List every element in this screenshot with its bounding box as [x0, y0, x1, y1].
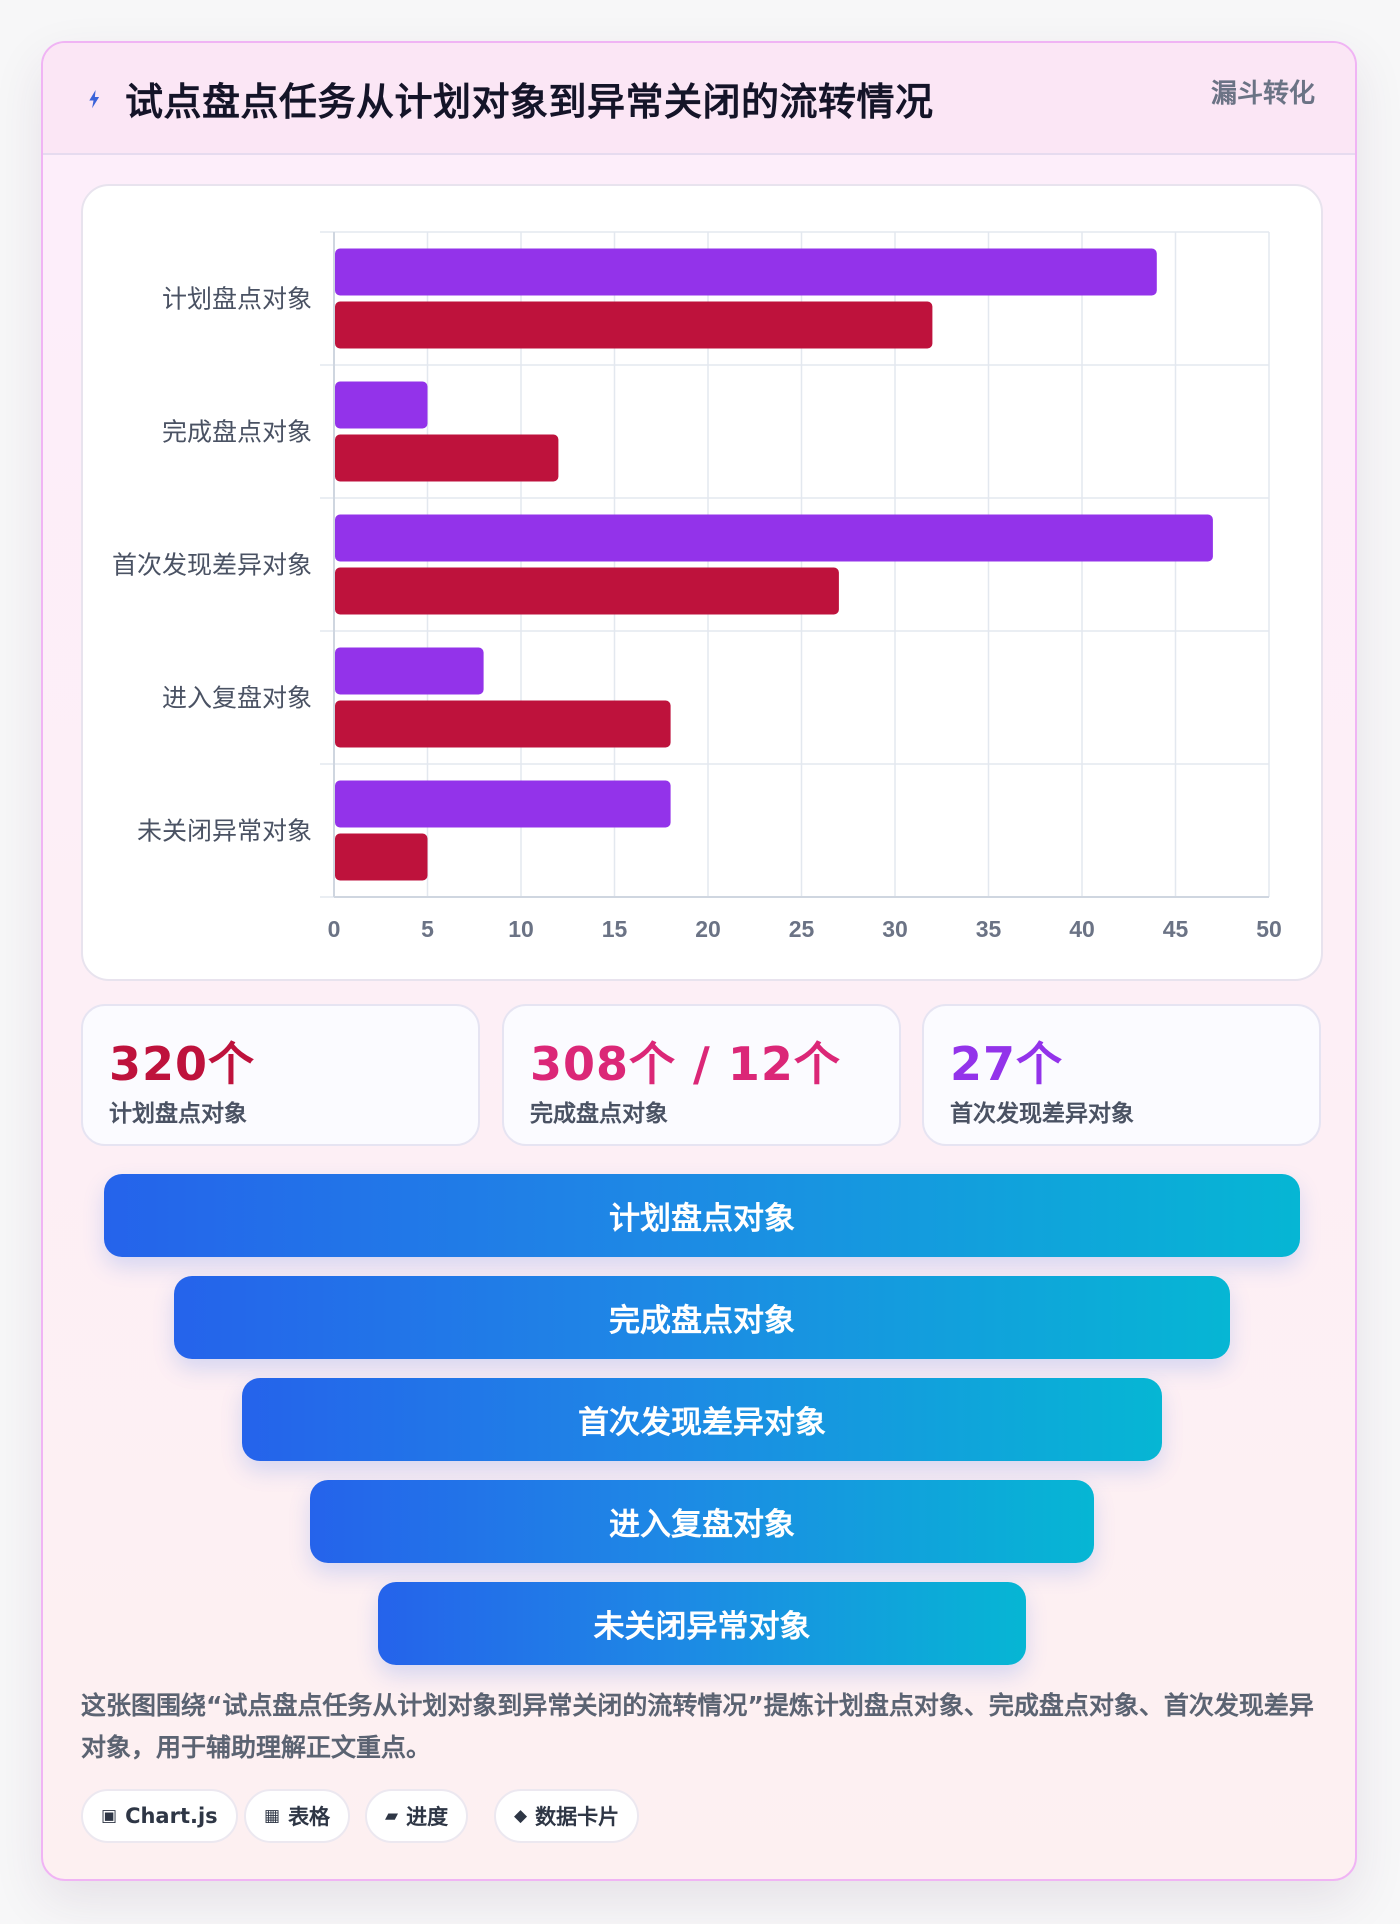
x-tick-label: 45: [1163, 916, 1189, 942]
x-tick-label: 40: [1069, 916, 1095, 942]
bar-series-1: [335, 780, 671, 828]
x-tick-label: 0: [328, 916, 341, 942]
y-tick-label: 未关闭异常对象: [137, 817, 312, 846]
bar-series-1: [335, 248, 1157, 296]
funnel-step-unclosed: 未关闭异常对象: [378, 1582, 1026, 1665]
kpi-card-planned: 320个 计划盘点对象: [81, 1004, 480, 1146]
kpi-card-completed: 308个 / 12个 完成盘点对象: [502, 1004, 901, 1146]
bar-series-1: [335, 514, 1213, 562]
bar-series-2: [335, 833, 428, 881]
progress-icon: ▰: [385, 1806, 399, 1826]
x-tick-label: 25: [789, 916, 815, 942]
y-tick-label: 首次发现差异对象: [112, 551, 312, 580]
card-header: 试点盘点任务从计划对象到异常关闭的流转情况 漏斗转化: [43, 43, 1355, 155]
chart-icon: ▣: [101, 1806, 118, 1826]
funnel-step-label: 计划盘点对象: [609, 1201, 795, 1237]
chart-panel: 0 5 10 15 20 25 30 35 40 45 50 计划盘点对象 完成盘点对象首次发现差异对象…: [81, 184, 1323, 981]
chart-type-tag: 漏斗转化: [1210, 79, 1315, 109]
kpi-value: 320个: [109, 1037, 256, 1091]
card-icon: ◆: [514, 1806, 528, 1826]
chart-description: 这张图围绕“试点盘点任务从计划对象到异常关闭的流转情况”提炼计划盘点对象、完成盘…: [81, 1691, 1314, 1762]
x-tick-label: 50: [1256, 916, 1282, 942]
chip-label: 数据卡片: [535, 1805, 620, 1829]
bar-series-2: [335, 700, 671, 748]
chip-progress[interactable]: ▰ 进度: [365, 1789, 469, 1843]
chip-label: 表格: [288, 1805, 331, 1829]
x-tick-label: 10: [508, 916, 534, 942]
funnel-step-discrepancy: 首次发现差异对象: [242, 1378, 1162, 1461]
kpi-value: 308个 / 12个: [530, 1037, 841, 1091]
chart-title: 试点盘点任务从计划对象到异常关闭的流转情况: [125, 80, 934, 124]
chip-table[interactable]: ▦ 表格: [244, 1789, 351, 1843]
table-icon: ▦: [264, 1806, 281, 1826]
lightning-icon: [89, 90, 100, 109]
chip-label: Chart.js: [125, 1804, 218, 1828]
kpi-label: 首次发现差异对象: [950, 1101, 1134, 1127]
bar-series-2: [335, 301, 933, 349]
chip-chartjs[interactable]: ▣ Chart.js: [81, 1789, 238, 1843]
kpi-label: 完成盘点对象: [530, 1101, 668, 1127]
kpi-value: 27个: [950, 1037, 1064, 1091]
funnel-step-label: 首次发现差异对象: [578, 1405, 826, 1441]
y-tick-label: 完成盘点对象: [162, 418, 312, 447]
kpi-label: 计划盘点对象: [109, 1101, 247, 1127]
chip-label: 进度: [406, 1805, 449, 1829]
funnel-step-label: 进入复盘对象: [609, 1507, 795, 1543]
funnel-step-label: 完成盘点对象: [609, 1303, 795, 1339]
funnel-step-label: 未关闭异常对象: [593, 1609, 811, 1645]
funnel-step-completed: 完成盘点对象: [174, 1276, 1230, 1359]
funnel-step-planned: 计划盘点对象: [104, 1174, 1300, 1257]
bar-chart: 0 5 10 15 20 25 30 35 40 45 50 计划盘点对象完成盘点对象首次发现差异对象…: [112, 231, 1282, 942]
x-tick-label: 15: [602, 916, 628, 942]
x-tick-label: 35: [976, 916, 1002, 942]
bar-series-1: [335, 647, 484, 695]
y-tick-label: 计划盘点对象: [162, 285, 312, 314]
kpi-card-discrepancy: 27个 首次发现差异对象: [922, 1004, 1321, 1146]
x-tick-label: 30: [882, 916, 908, 942]
chip-data-card[interactable]: ◆ 数据卡片: [494, 1789, 640, 1843]
x-tick-label: 5: [421, 916, 434, 942]
chart-card: 试点盘点任务从计划对象到异常关闭的流转情况 漏斗转化 0 5 10 15 20 25 30 3…: [41, 41, 1357, 1881]
bar-series-1: [335, 381, 428, 429]
funnel-step-review: 进入复盘对象: [310, 1480, 1094, 1563]
bar-series-2: [335, 567, 839, 615]
bar-series-2: [335, 434, 559, 482]
x-tick-label: 20: [695, 916, 721, 942]
y-tick-label: 进入复盘对象: [162, 684, 312, 713]
